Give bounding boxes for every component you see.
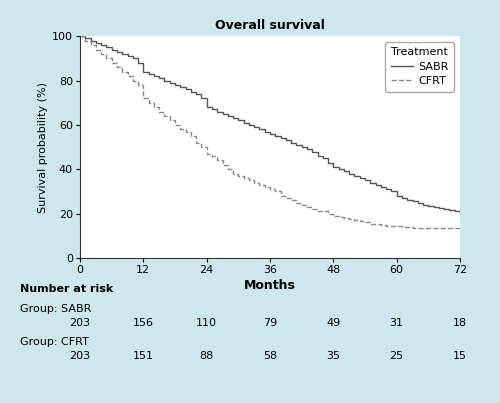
Text: 15: 15 [453,351,467,361]
Legend: SABR, CFRT: SABR, CFRT [385,42,454,92]
Text: Number at risk: Number at risk [20,284,113,294]
Text: 58: 58 [263,351,277,361]
Text: 31: 31 [390,318,404,328]
Text: 49: 49 [326,318,340,328]
Text: 18: 18 [453,318,467,328]
Text: 151: 151 [133,351,154,361]
Title: Overall survival: Overall survival [215,19,325,32]
Text: 35: 35 [326,351,340,361]
Text: 203: 203 [70,351,90,361]
Text: Group: SABR: Group: SABR [20,304,92,314]
Text: Group: CFRT: Group: CFRT [20,337,89,347]
Text: 156: 156 [133,318,154,328]
Text: 79: 79 [263,318,277,328]
X-axis label: Months: Months [244,279,296,292]
Text: 110: 110 [196,318,217,328]
Text: 88: 88 [200,351,214,361]
Y-axis label: Survival probability (%): Survival probability (%) [38,81,48,213]
Text: 25: 25 [390,351,404,361]
Text: 203: 203 [70,318,90,328]
